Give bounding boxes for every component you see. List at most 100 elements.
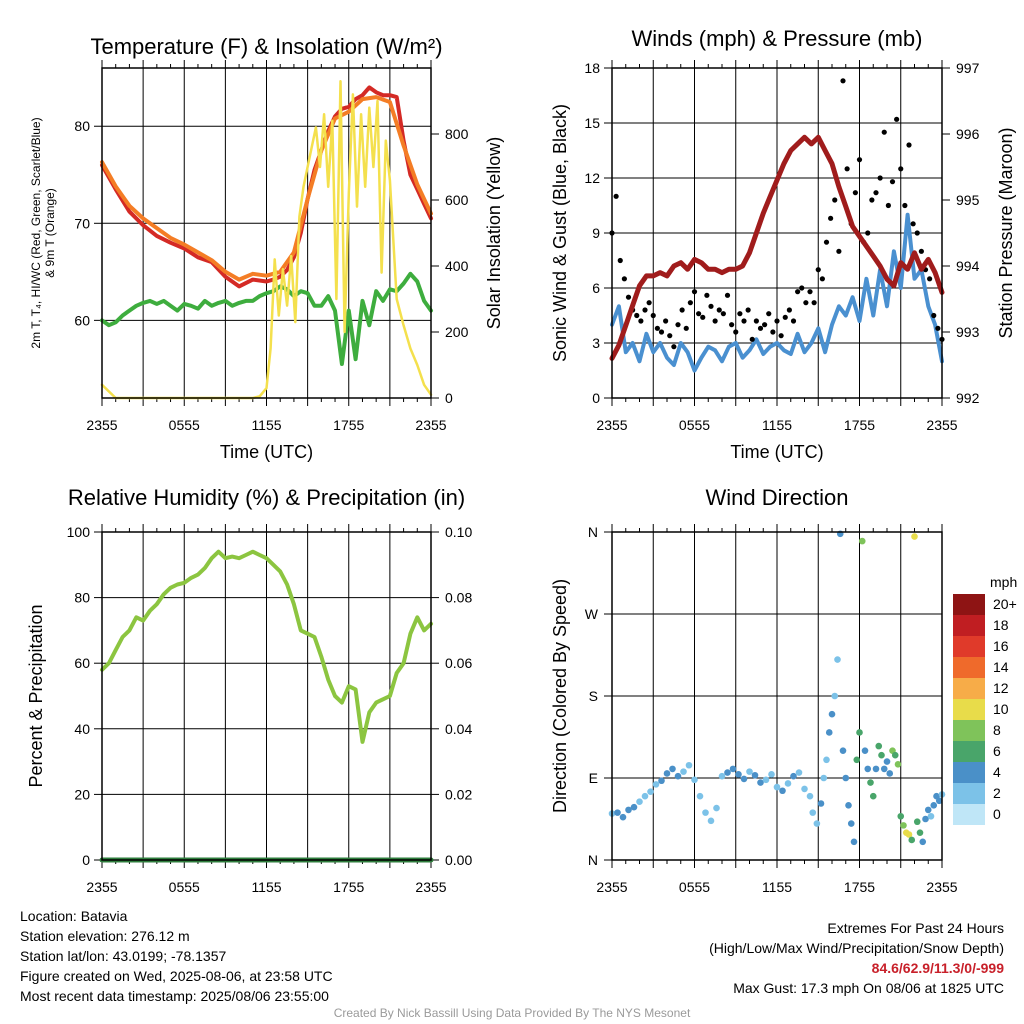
gust-point [910, 221, 916, 227]
gust-point [869, 197, 875, 203]
direction-point [801, 785, 808, 793]
y-right-tick-label: 993 [956, 324, 980, 340]
gust-point [885, 202, 891, 209]
gust-point [889, 179, 896, 185]
legend-label: 0 [993, 806, 1001, 822]
direction-point [718, 772, 726, 780]
chart-title: Wind Direction [705, 485, 848, 510]
direction-point [784, 780, 792, 787]
y-right-tick-label: 600 [445, 192, 469, 208]
gust-point [873, 190, 879, 196]
legend-swatch [953, 657, 985, 678]
legend-swatch [953, 741, 985, 762]
gust-point [935, 325, 941, 331]
gust-point [663, 318, 669, 324]
x-tick-label: 1155 [251, 879, 281, 895]
gust-point [729, 322, 735, 328]
legend-label: 20+ [993, 596, 1017, 612]
direction-point [900, 822, 907, 829]
y-right-tick-label: 995 [956, 192, 980, 208]
direction-point [856, 729, 863, 736]
x-tick-label: 1755 [844, 417, 875, 433]
gust-point [799, 285, 805, 291]
direction-point [916, 829, 924, 836]
gust-point [927, 276, 933, 282]
y-left-tick-label: 80 [74, 590, 90, 606]
elevation-text: Station elevation: 276.12 m [20, 928, 190, 944]
x-tick-label: 2355 [415, 879, 446, 895]
direction-point [869, 792, 877, 800]
y-right-tick-label: 0.06 [445, 655, 472, 671]
gust-point [836, 248, 842, 254]
direction-point [853, 756, 861, 764]
legend-swatch [953, 594, 985, 615]
x-tick-label: 1155 [762, 417, 792, 433]
x-tick-label: 2355 [86, 417, 117, 433]
latlon-text: Station lat/lon: 43.0199; -78.1357 [20, 948, 227, 964]
legend-swatch [953, 678, 985, 699]
legend-swatch [953, 615, 985, 636]
direction-point [911, 533, 918, 540]
y-right-tick-label: 0 [445, 390, 453, 406]
sonic-wind-line [610, 212, 944, 373]
legend-swatch [953, 636, 985, 657]
legend-label: 10 [993, 701, 1009, 717]
direction-point [779, 787, 786, 795]
legend-label: 4 [993, 764, 1001, 780]
y-left-axis-label: 2m T, T₄, HI/WC (Red, Green, Scarlet/Blu… [29, 117, 43, 348]
y-left-tick-label: 60 [74, 655, 90, 671]
humidity-precip-chart: Relative Humidity (%) & Precipitation (i… [26, 485, 472, 895]
direction-point [886, 770, 894, 777]
direction-point [630, 803, 638, 811]
direction-point [883, 758, 891, 765]
gust-point [621, 276, 627, 282]
y-left-tick-label: 20 [74, 786, 90, 802]
gust-point [625, 294, 632, 300]
plot-border [611, 531, 943, 861]
gust-point [782, 314, 788, 320]
x-axis-label: Time (UTC) [220, 442, 313, 462]
legend-label: 8 [993, 722, 1001, 738]
y-left-tick-label: 3 [592, 335, 600, 351]
x-tick-label: 0555 [169, 879, 200, 895]
gust-point [683, 325, 689, 331]
x-tick-label: 0555 [679, 417, 710, 433]
gust-point [749, 336, 755, 342]
y-right-tick-label: 0.10 [445, 524, 472, 540]
direction-point [880, 765, 888, 773]
direction-point [891, 751, 899, 759]
direction-point [924, 806, 932, 814]
x-tick-label: 2355 [926, 879, 957, 895]
winds-pressure-chart: Winds (mph) & Pressure (mb) 2355 0555 1155 1… [550, 26, 1016, 462]
station-pressure-line [609, 134, 945, 361]
direction-point [820, 774, 828, 782]
y-left-tick-label: 12 [584, 170, 600, 186]
x-tick-label: 2355 [415, 417, 446, 433]
chart-title: Relative Humidity (%) & Precipitation (i… [68, 485, 465, 510]
direction-point [762, 776, 770, 784]
direction-point [875, 742, 883, 750]
location-text: Location: Batavia [20, 908, 128, 924]
y-left-tick-label: 9 [592, 225, 600, 241]
y-tick-label: E [589, 770, 598, 786]
gust-point [819, 276, 825, 282]
gust-point [679, 307, 685, 313]
gust-point [700, 314, 706, 320]
direction-point [729, 765, 737, 773]
gust-point [877, 175, 883, 181]
direction-point [680, 768, 687, 775]
gust-point [914, 230, 920, 236]
direction-point [823, 756, 830, 764]
gust-point [658, 329, 665, 335]
gust-point [840, 78, 846, 84]
x-tick-label: 1755 [333, 417, 364, 433]
direction-point [707, 817, 715, 825]
direction-point [735, 771, 742, 778]
y-right-tick-label: 200 [445, 324, 469, 340]
direction-point [878, 751, 885, 759]
gust-point [856, 157, 863, 163]
direction-point [773, 783, 781, 791]
direction-point [817, 800, 825, 807]
gust-point [671, 344, 677, 350]
legend-label: 18 [993, 617, 1009, 633]
